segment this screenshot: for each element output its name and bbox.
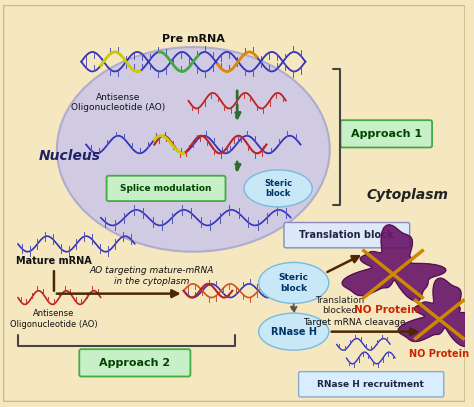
Text: Cytoplasm: Cytoplasm	[367, 188, 449, 202]
Text: RNase H recruitment: RNase H recruitment	[317, 380, 424, 389]
FancyBboxPatch shape	[299, 372, 444, 397]
Polygon shape	[398, 278, 474, 346]
Text: Approach 2: Approach 2	[99, 358, 171, 368]
Text: Pre mRNA: Pre mRNA	[162, 34, 225, 44]
Text: Translation block: Translation block	[299, 230, 393, 240]
Ellipse shape	[259, 313, 329, 350]
FancyBboxPatch shape	[284, 223, 410, 248]
Text: Target mRNA cleavage: Target mRNA cleavage	[303, 318, 405, 327]
Text: Translation
blocked: Translation blocked	[315, 295, 364, 315]
FancyBboxPatch shape	[340, 120, 432, 147]
Text: RNase H: RNase H	[271, 327, 317, 337]
Text: Antisense
Oligonucleotide (AO): Antisense Oligonucleotide (AO)	[71, 93, 165, 112]
Ellipse shape	[57, 47, 330, 252]
FancyBboxPatch shape	[79, 349, 191, 376]
Text: Mature mRNA: Mature mRNA	[16, 256, 92, 267]
Text: NO Protein: NO Protein	[409, 349, 469, 359]
Text: Nucleus: Nucleus	[38, 149, 100, 163]
Ellipse shape	[244, 170, 312, 207]
Text: AO targeting mature-mRNA
in the cytoplasm: AO targeting mature-mRNA in the cytoplas…	[89, 267, 214, 286]
FancyBboxPatch shape	[3, 5, 465, 402]
Text: Approach 1: Approach 1	[351, 129, 422, 139]
Text: Splice modulation: Splice modulation	[120, 184, 212, 193]
Text: Steric
block: Steric block	[279, 273, 309, 293]
Text: NO Protein: NO Protein	[354, 305, 419, 315]
Polygon shape	[342, 225, 446, 301]
FancyBboxPatch shape	[107, 176, 226, 201]
Text: Steric
block: Steric block	[264, 179, 292, 198]
Text: Antisense
Oligonucleotide (AO): Antisense Oligonucleotide (AO)	[10, 309, 98, 329]
Ellipse shape	[259, 263, 329, 303]
